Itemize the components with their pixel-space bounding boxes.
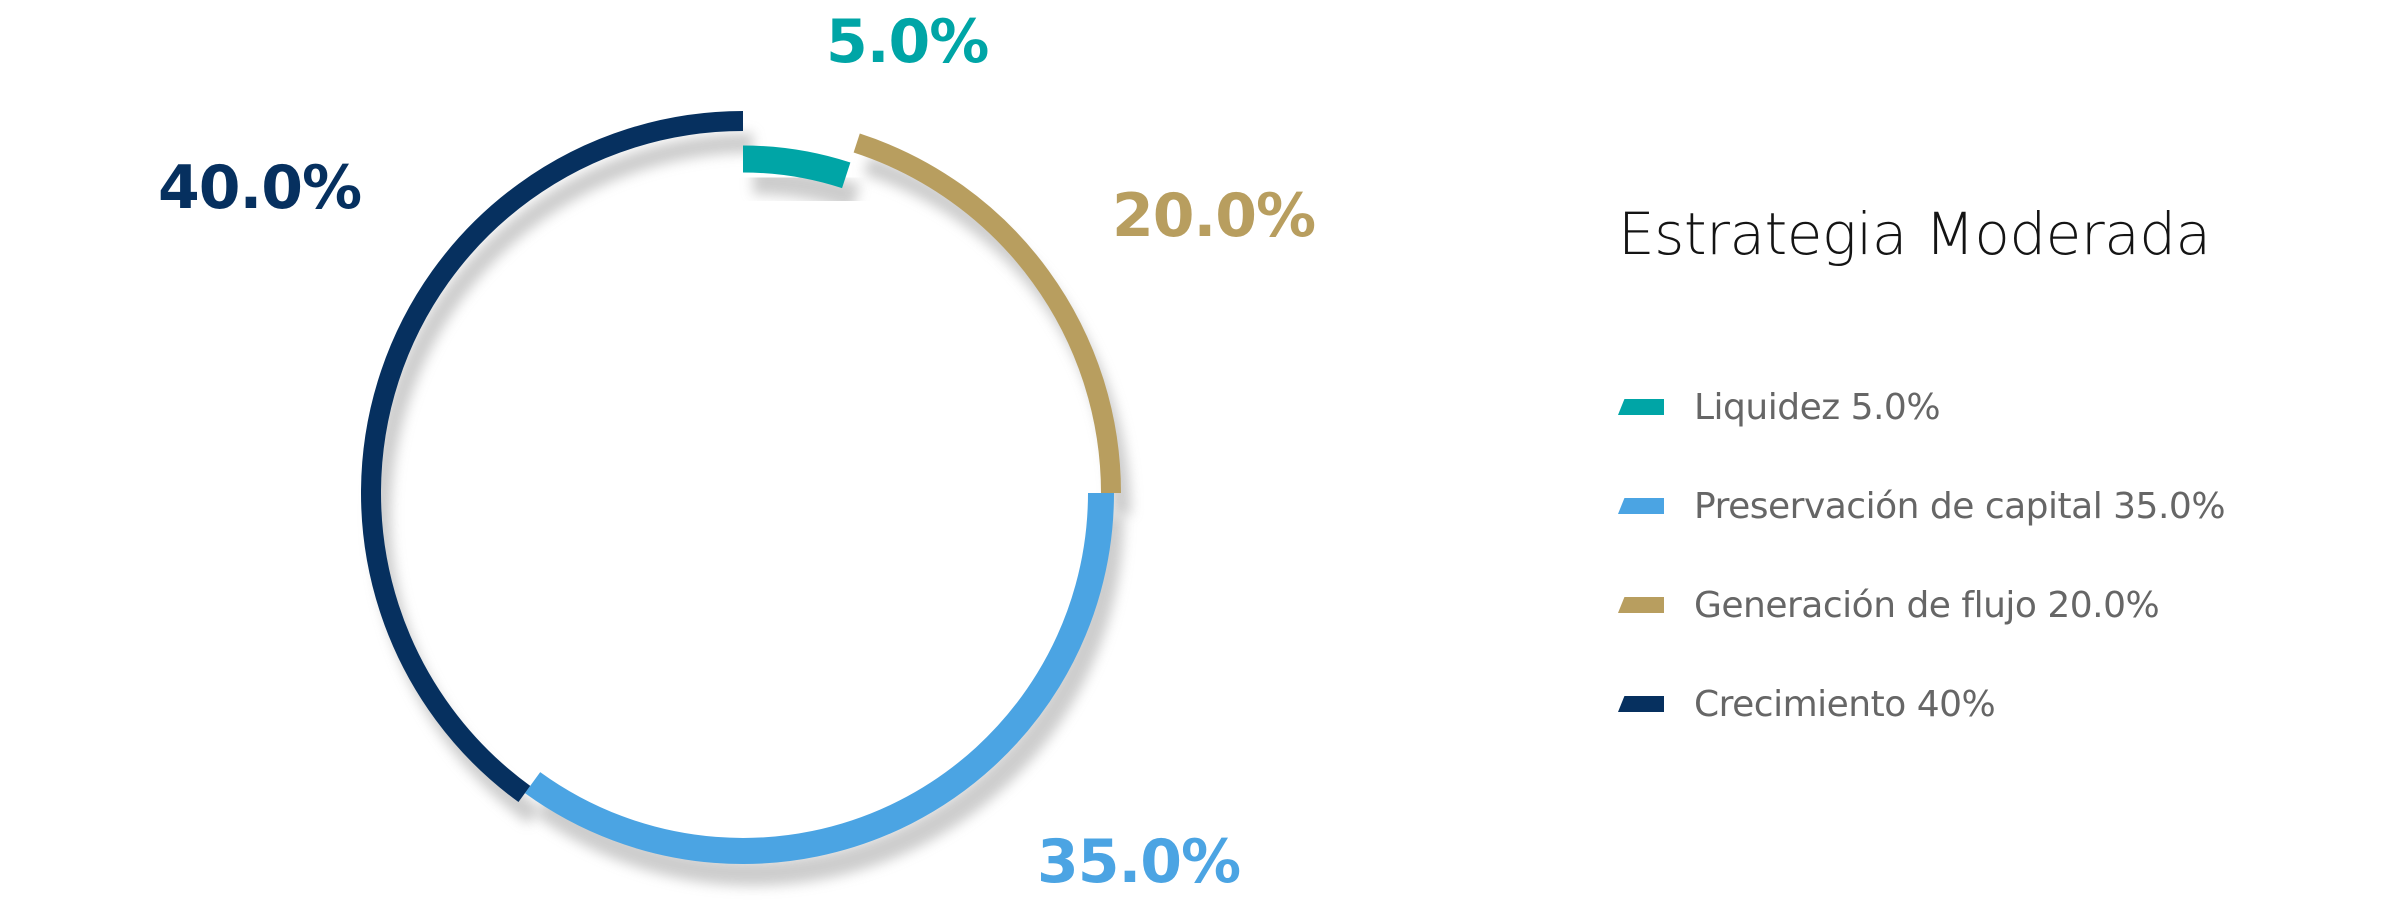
data-label-preservacion: 35.0% [1037,827,1241,897]
arc-shadow [752,167,861,211]
legend-item-liquidez: Liquidez 5.0% [1618,382,2225,432]
legend-label: Crecimiento 40% [1694,683,1996,725]
chart-title: Estrategia Moderada [1618,200,2211,268]
donut-slice-crecimiento [361,111,744,803]
legend-swatch [1618,696,1664,712]
data-label-generacion: 20.0% [1112,181,1316,251]
legend-label: Preservación de capital 35.0% [1694,485,2226,527]
legend-item-generacion: Generación de flujo 20.0% [1618,580,2225,630]
legend-swatch [1618,597,1664,613]
legend-label: Liquidez 5.0% [1694,386,1941,428]
legend-item-preservacion: Preservación de capital 35.0% [1618,481,2226,531]
legend-item-crecimiento: Crecimiento 40% [1618,679,2225,729]
donut-slice-generaci-n-de-flujo [853,133,1121,494]
arc-shadow [534,514,1124,886]
donut-slice-liquidez [742,145,851,189]
legend-label: Generación de flujo 20.0% [1694,584,2160,626]
legend: Liquidez 5.0% Preservación de capital 35… [1618,382,2226,778]
data-label-crecimiento: 40.0% [158,153,362,223]
donut-slice-preservaci-n-de-capital [524,492,1114,864]
legend-swatch [1618,498,1664,514]
legend-swatch [1618,399,1664,415]
data-label-liquidez: 5.0% [826,7,989,77]
